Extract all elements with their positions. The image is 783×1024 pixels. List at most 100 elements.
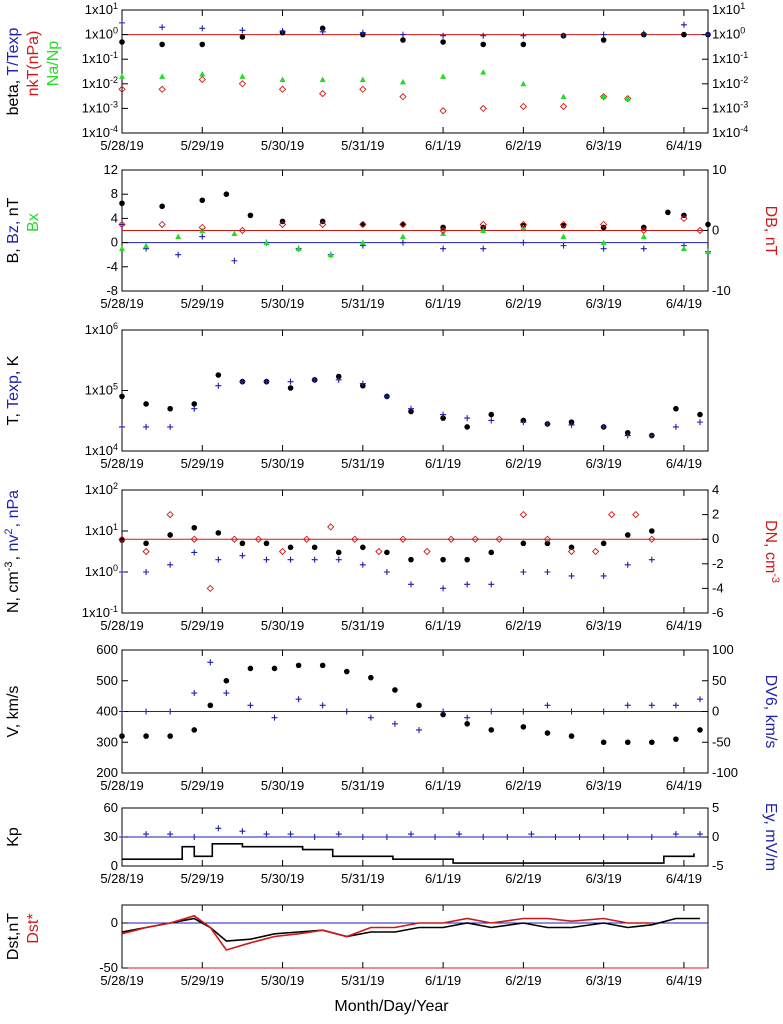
right-y-tick-label-exp: -4 — [740, 124, 748, 134]
y-tick-label-exp: 5 — [113, 382, 118, 392]
data-point — [560, 222, 567, 229]
data-point — [560, 32, 567, 39]
left-axis-label: T, Texp, K — [5, 355, 22, 425]
panel-6: 5/28/19 5/29/19 5/30/19 5/31/19 6/1/19 6/2/19… — [5, 800, 779, 886]
left-axis-label: Kp — [5, 827, 22, 847]
x-tick-label: 5/31/19 — [341, 618, 384, 633]
left-axis-label-part-2: nv — [5, 535, 22, 552]
right-y-tick-label: 0 — [712, 829, 719, 844]
left-axis-label-part-2: nT — [5, 197, 22, 216]
data-point — [559, 102, 568, 111]
data-point — [488, 708, 495, 715]
data-point — [167, 831, 174, 838]
data-point — [528, 831, 535, 838]
x-tick-label: 6/3/19 — [586, 296, 622, 311]
data-point — [238, 226, 247, 235]
right-y-tick-label: 50 — [712, 673, 726, 688]
x-tick-label: 5/30/19 — [261, 456, 304, 471]
y-tick-label: 1x10-1 — [82, 50, 118, 66]
data-point — [159, 203, 165, 210]
data-point — [480, 227, 487, 233]
data-point — [143, 540, 149, 547]
data-point — [624, 834, 631, 840]
data-point — [239, 540, 246, 547]
data-point — [399, 233, 406, 240]
data-point — [488, 411, 495, 418]
data-point — [624, 702, 631, 709]
left-axis-label-part-1: Texp — [5, 375, 22, 409]
data-point — [600, 708, 607, 715]
data-point — [343, 668, 350, 675]
data-point — [359, 220, 367, 229]
data-point — [271, 665, 278, 672]
data-point — [520, 540, 527, 547]
data-point — [665, 209, 671, 216]
right-y-tick-label-exp: 0 — [740, 26, 745, 36]
data-point — [254, 535, 263, 543]
y-tick-label-exp: 1 — [113, 1, 118, 11]
data-point — [488, 417, 495, 424]
data-point — [383, 569, 390, 575]
y-tick-label: 0 — [111, 235, 118, 250]
data-point — [238, 80, 247, 88]
data-point — [520, 80, 527, 87]
right-axis-label: DB, nT — [762, 206, 779, 256]
data-point — [648, 535, 656, 543]
data-point — [480, 834, 487, 840]
data-point — [215, 530, 222, 536]
y-tick-label: 1x105 — [85, 382, 118, 398]
data-point — [672, 702, 679, 709]
data-point — [215, 382, 222, 389]
y-tick-label: 200 — [96, 765, 118, 780]
y-tick-label: 1x100 — [85, 563, 118, 579]
data-point — [263, 540, 270, 547]
data-point — [335, 373, 342, 380]
right-y-tick-label: 1x100 — [712, 26, 745, 42]
y-tick-label: 60 — [104, 800, 118, 815]
x-tick-label: 5/30/19 — [261, 296, 304, 311]
data-point — [287, 831, 294, 838]
data-point — [159, 73, 166, 79]
data-point — [311, 834, 318, 840]
left-axis-label-part-3: , nPa — [5, 490, 22, 527]
x-tick-label: 5/29/19 — [181, 138, 224, 153]
x-tick-label: 5/29/19 — [181, 778, 224, 793]
data-point — [568, 421, 575, 428]
data-point — [119, 537, 125, 543]
data-point — [167, 733, 173, 739]
data-point — [191, 405, 198, 412]
x-tick-label: 6/1/19 — [425, 138, 461, 153]
data-point — [672, 423, 679, 430]
x-tick-label: 5/30/19 — [261, 618, 304, 633]
x-tick-label: 5/31/19 — [341, 871, 384, 886]
series-kp — [122, 842, 695, 864]
data-point — [359, 76, 366, 82]
data-point — [440, 556, 446, 563]
right-y-tick-label: 1x10-2 — [712, 75, 748, 91]
data-point — [319, 25, 326, 32]
y-tick-label: 1x10-3 — [82, 99, 118, 115]
data-point — [456, 831, 463, 838]
x-tick-label: 5/31/19 — [341, 138, 384, 153]
data-point — [520, 419, 527, 426]
data-point — [640, 245, 647, 252]
data-point — [407, 831, 414, 838]
data-point — [416, 702, 422, 709]
left-axis-label: beta, T/Texp — [5, 28, 22, 116]
data-point — [360, 221, 366, 228]
x-tick-label: 5/29/19 — [181, 296, 224, 311]
y-tick-label: 400 — [96, 704, 118, 719]
data-point — [167, 708, 174, 715]
x-tick-label: 6/4/19 — [666, 296, 702, 311]
data-point — [198, 223, 206, 232]
data-point — [231, 230, 238, 237]
data-point — [600, 220, 608, 229]
data-point — [159, 24, 166, 31]
data-point — [231, 257, 238, 264]
y-tick-label: 1x101 — [85, 522, 118, 538]
data-point — [359, 85, 367, 93]
data-point — [488, 549, 495, 556]
y-tick-label-exp: 0 — [113, 563, 118, 573]
data-point — [520, 32, 527, 39]
right-axis-label-part-0: DN, cm — [762, 520, 779, 573]
